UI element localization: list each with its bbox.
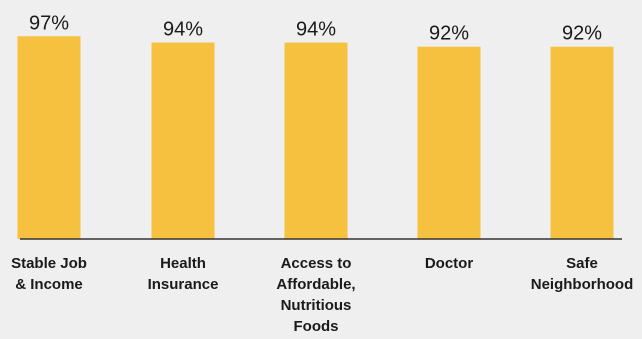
category-label-3: Doctor: [425, 255, 473, 272]
category-label-1: Health Insurance: [148, 255, 219, 293]
bar-0: [17, 36, 81, 239]
value-label-2: 94%: [296, 19, 336, 41]
category-label-0-line-0: Stable Job: [11, 255, 87, 272]
category-label-4-line-1: Neighborhood: [531, 276, 633, 293]
category-label-0-line-1: & Income: [15, 276, 83, 293]
category-label-2-line-3: Foods: [294, 318, 339, 335]
category-label-2-line-0: Access to: [281, 255, 352, 272]
value-label-3: 92%: [429, 23, 469, 45]
value-labels-group: 97% 94% 94% 92% 92%: [29, 12, 602, 44]
bars-group: [17, 36, 614, 239]
bar-3: [417, 46, 481, 239]
category-label-2: Access to Affordable, Nutritious Foods: [276, 255, 355, 335]
category-label-2-line-1: Affordable,: [276, 276, 355, 293]
bar-2: [284, 42, 348, 239]
value-label-1: 94%: [163, 19, 203, 41]
category-label-0: Stable Job & Income: [11, 255, 87, 293]
value-label-4: 92%: [562, 23, 602, 45]
category-labels-group: Stable Job & Income Health Insurance Access …: [11, 255, 633, 335]
category-label-4-line-0: Safe: [566, 255, 598, 272]
value-label-0: 97%: [29, 12, 69, 34]
category-label-1-line-1: Insurance: [148, 276, 219, 293]
category-label-3-line-0: Doctor: [425, 255, 473, 272]
category-label-2-line-2: Nutritious: [281, 297, 352, 314]
category-label-1-line-0: Health: [160, 255, 206, 272]
category-label-4: Safe Neighborhood: [531, 255, 633, 293]
bar-4: [550, 46, 614, 239]
bar-1: [151, 42, 215, 239]
